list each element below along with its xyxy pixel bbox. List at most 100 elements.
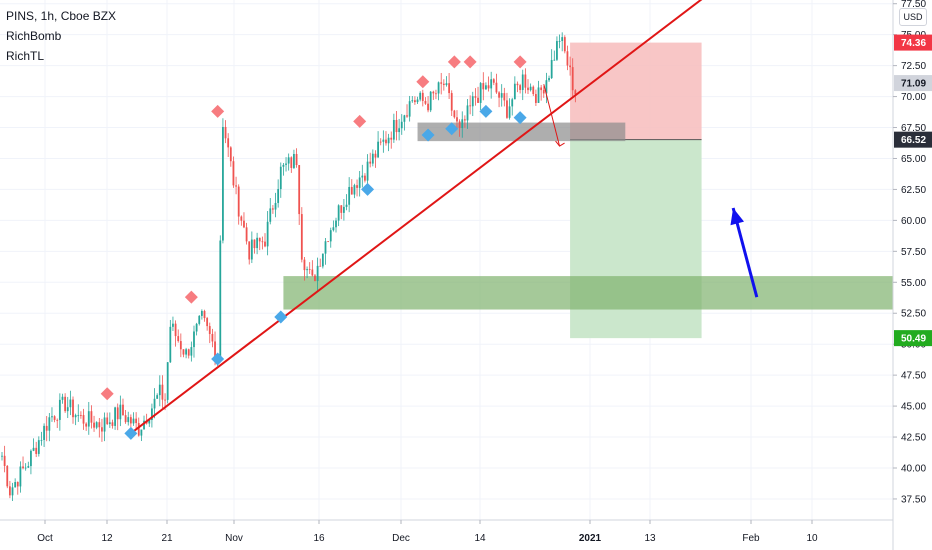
x-tick-label: 10	[806, 533, 818, 544]
candle-body	[513, 83, 516, 100]
currency-button[interactable]: USD	[899, 8, 927, 26]
candle-body	[495, 82, 498, 93]
candle-body	[303, 259, 306, 271]
candle-body	[364, 175, 366, 181]
candle-body	[27, 466, 30, 468]
candle-body	[348, 186, 351, 205]
candle-body	[311, 269, 314, 276]
candle-body	[437, 82, 440, 94]
candle-body	[300, 214, 303, 260]
candle-body	[482, 83, 485, 90]
candle-body	[224, 126, 227, 139]
sell-signal-marker	[416, 75, 430, 89]
drawings[interactable]	[130, 0, 759, 435]
candle-body	[11, 487, 14, 496]
candle-body	[93, 422, 95, 428]
candle-body	[295, 153, 298, 166]
candle-body	[245, 227, 248, 242]
price-tags: 74.36 71.09 66.52 50.49	[894, 34, 932, 347]
candle-body	[445, 83, 448, 86]
candle-body	[293, 153, 295, 168]
candle-body	[440, 82, 443, 84]
candle-body	[327, 241, 330, 243]
candle-body	[561, 37, 564, 41]
candle-body	[200, 310, 203, 316]
candle-body	[416, 99, 419, 103]
price-tag	[894, 75, 932, 92]
y-tick-label: 45.00	[901, 402, 926, 413]
candle-body	[306, 269, 308, 271]
candle-body	[427, 103, 429, 111]
x-tick-label: Feb	[742, 533, 760, 544]
candle-body	[569, 65, 571, 68]
candle-body	[69, 399, 72, 408]
price-tag	[894, 330, 932, 347]
candle-body	[198, 315, 201, 324]
candle-body	[419, 92, 422, 100]
candle-body	[432, 91, 435, 94]
candle-body	[219, 240, 222, 358]
candle-body	[377, 141, 379, 158]
candle-body	[56, 419, 59, 421]
candle-body	[274, 202, 277, 210]
candle-body	[137, 423, 140, 436]
up-arrow-head	[730, 208, 745, 226]
y-axis-ticks: 37.5040.0042.5045.0047.5050.0052.5055.00…	[893, 0, 926, 505]
candle-body	[143, 420, 145, 430]
candle-body	[193, 331, 195, 348]
y-tick-label: 55.00	[901, 278, 926, 289]
candle-body	[553, 59, 556, 61]
x-tick-label: Oct	[37, 533, 53, 544]
candle-body	[222, 126, 224, 241]
candle-body	[35, 447, 38, 454]
x-tick-label: Nov	[225, 533, 243, 544]
candle-body	[563, 37, 566, 52]
y-tick-label: 52.50	[901, 309, 926, 320]
candle-body	[487, 85, 490, 89]
candle-body	[66, 407, 69, 412]
candle-body	[424, 100, 427, 104]
candle-body	[122, 404, 124, 416]
candle-body	[521, 74, 524, 91]
candle-body	[177, 336, 180, 342]
candle-body	[506, 100, 508, 118]
candle-body	[182, 349, 185, 355]
candle-body	[519, 85, 522, 91]
candle-body	[356, 185, 358, 188]
candle-body	[74, 415, 77, 418]
candle-body	[111, 422, 114, 426]
resistance-zone	[417, 122, 626, 142]
candle-body	[40, 439, 43, 441]
candle-body	[319, 265, 322, 267]
indicator-richbomb[interactable]: RichBomb	[6, 29, 62, 43]
x-tick-label: 14	[474, 533, 486, 544]
candle-body	[156, 395, 159, 399]
candle-body	[477, 97, 479, 103]
indicator-richtl[interactable]: RichTL	[6, 49, 45, 63]
candle-body	[153, 398, 156, 409]
candle-body	[264, 241, 266, 247]
candle-body	[24, 467, 27, 469]
x-tick-label: 13	[644, 533, 656, 544]
candle-body	[392, 119, 395, 140]
candle-body	[321, 253, 324, 267]
candle-body	[406, 115, 408, 117]
zones	[283, 42, 893, 339]
x-tick-label: Dec	[392, 533, 410, 544]
candle-body	[414, 100, 416, 103]
candle-body	[371, 153, 374, 164]
candle-body	[490, 79, 493, 89]
candle-body	[103, 417, 106, 432]
candle-body	[458, 121, 461, 129]
candle-body	[174, 323, 177, 337]
symbol-title[interactable]: PINS, 1h, Cboe BZX	[6, 9, 117, 23]
candle-body	[500, 93, 503, 98]
candle-body	[148, 420, 151, 424]
legend: PINS, 1h, Cboe BZX RichBomb RichTL	[6, 6, 116, 66]
candle-body	[169, 326, 172, 363]
candle-body	[279, 166, 282, 190]
candle-body	[98, 422, 101, 428]
candle-body	[548, 78, 550, 81]
